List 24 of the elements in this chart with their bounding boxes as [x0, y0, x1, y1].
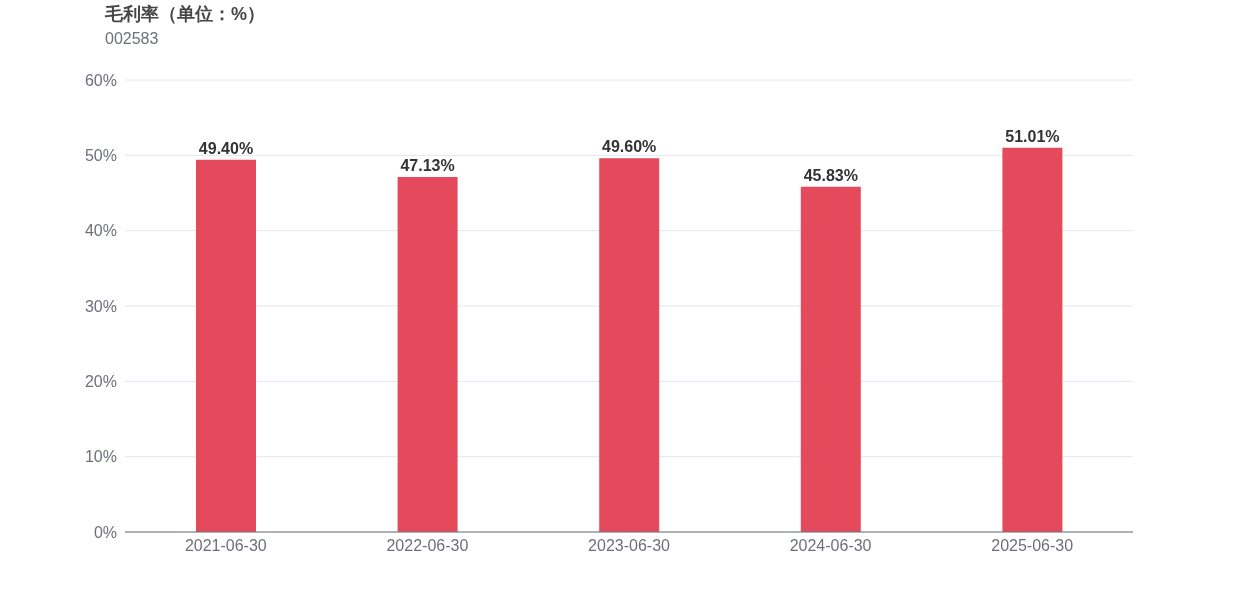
x-tick-label: 2023-06-30: [588, 537, 671, 555]
x-tick-label: 2024-06-30: [789, 537, 872, 555]
y-tick-label: 50%: [84, 147, 117, 165]
x-tick-label: 2021-06-30: [184, 537, 267, 555]
y-tick-label: 20%: [84, 373, 117, 391]
chart-subtitle: 002583: [105, 30, 159, 48]
y-tick-label: 0%: [93, 523, 117, 541]
bar: [800, 186, 861, 532]
bar: [196, 159, 256, 532]
bar: [599, 158, 660, 532]
data-label: 45.83%: [803, 166, 858, 184]
bar: [397, 176, 458, 532]
data-label: 49.60%: [602, 138, 657, 156]
y-tick-label: 30%: [84, 297, 117, 315]
y-tick-label: 10%: [84, 448, 117, 466]
chart-title: 毛利率（单位：%）: [105, 3, 266, 26]
y-tick-label: 40%: [84, 222, 117, 240]
y-tick-label: 60%: [84, 71, 117, 89]
data-label: 49.40%: [198, 139, 254, 157]
bar: [1002, 147, 1063, 532]
data-label: 51.01%: [1005, 127, 1060, 145]
data-label: 47.13%: [400, 156, 455, 174]
x-tick-label: 2025-06-30: [991, 537, 1074, 555]
x-tick-label: 2022-06-30: [386, 537, 469, 555]
